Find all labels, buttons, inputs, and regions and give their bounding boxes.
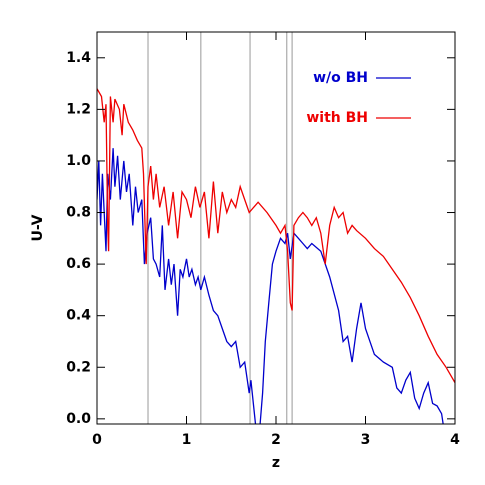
x-tick-label: 3 — [361, 432, 371, 448]
x-tick-label: 4 — [450, 432, 460, 448]
series-line — [97, 148, 444, 424]
y-tick-label: 1.4 — [66, 50, 91, 66]
y-tick-label: 0.6 — [66, 256, 91, 272]
legend-label: with BH — [306, 110, 368, 126]
plot-frame — [96, 31, 456, 425]
y-tick-label: 1.2 — [66, 101, 91, 117]
x-tick-label: 1 — [182, 432, 192, 448]
x-tick-label: 2 — [271, 432, 281, 448]
y-tick-label: 0.8 — [66, 205, 91, 221]
x-axis-label: z — [272, 455, 280, 471]
legend-label: w/o BH — [313, 70, 368, 86]
y-tick-label: 0.0 — [66, 411, 91, 427]
plot-lines — [97, 88, 455, 424]
series-line — [97, 88, 455, 384]
y-tick-label: 0.2 — [66, 359, 91, 375]
x-tick-label: 0 — [92, 432, 102, 448]
y-axis-label: U-V — [30, 214, 46, 241]
y-tick-label: 1.0 — [66, 153, 91, 169]
y-tick-label: 0.4 — [66, 308, 91, 324]
